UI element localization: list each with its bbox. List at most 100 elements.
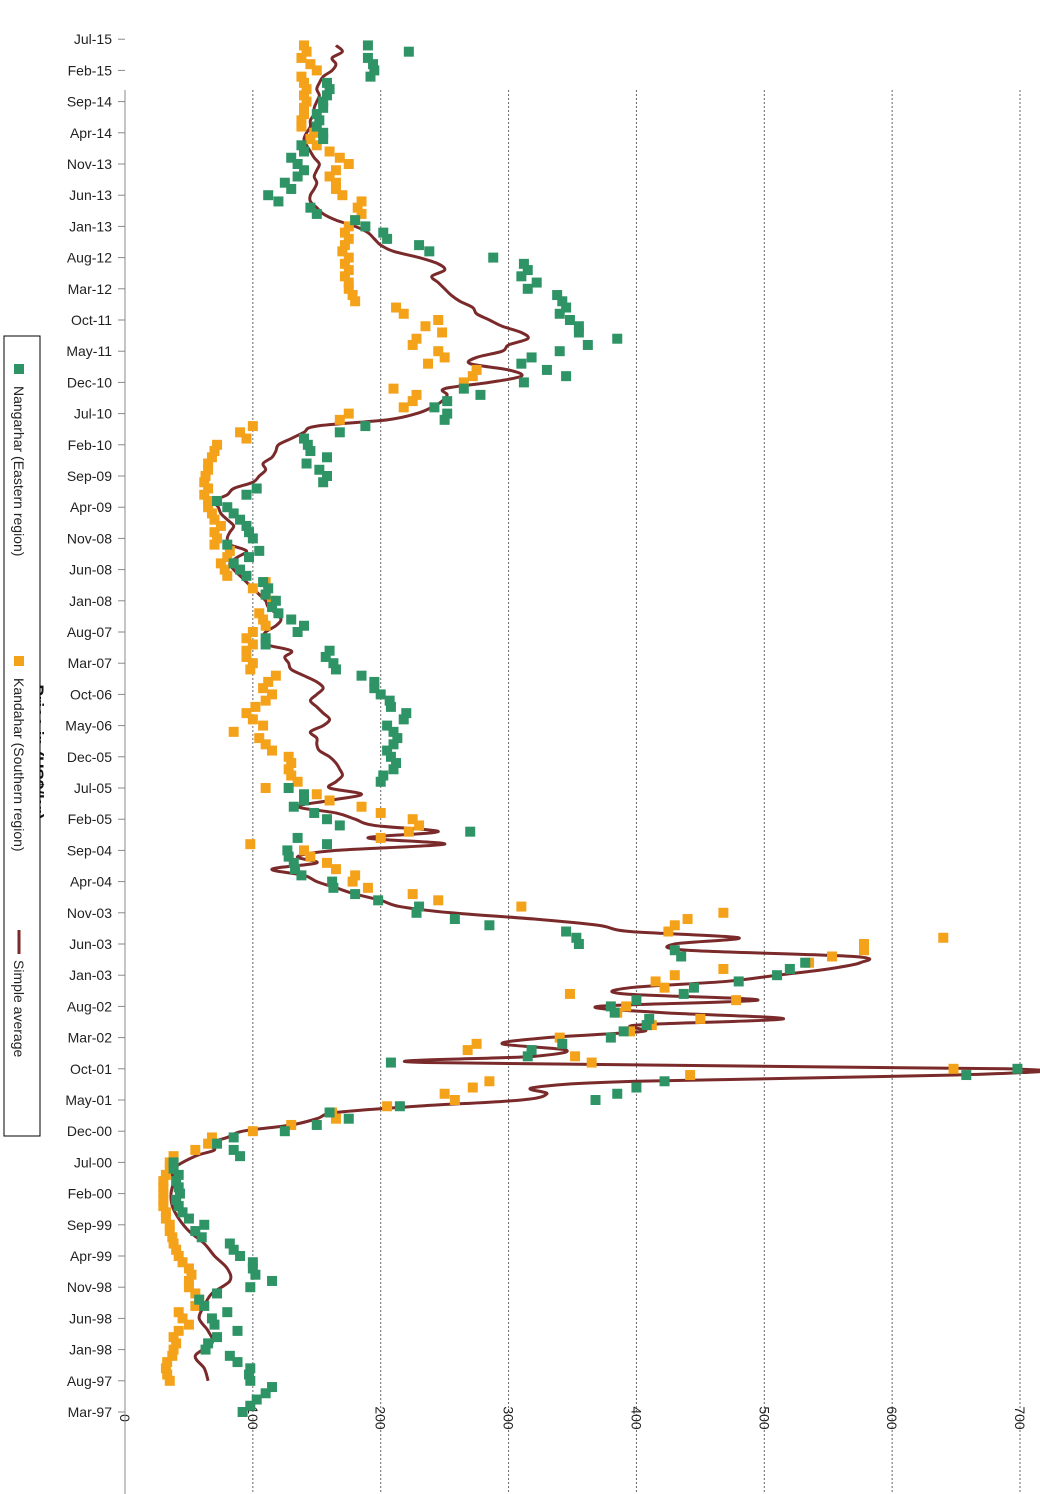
data-point <box>590 1095 601 1105</box>
data-point <box>283 783 294 793</box>
x-tick-label: Oct-01 <box>70 1061 112 1077</box>
data-point <box>394 1101 405 1112</box>
data-point <box>222 502 233 513</box>
data-point <box>733 976 744 987</box>
data-point <box>621 1001 632 1012</box>
x-tick-label: Aug-97 <box>67 1373 112 1389</box>
data-point <box>273 196 284 207</box>
x-tick-label: Nov-03 <box>67 905 112 921</box>
data-point <box>311 789 322 800</box>
data-point <box>475 389 486 400</box>
x-tick-label: Sep-99 <box>67 1217 112 1233</box>
data-point <box>299 40 309 51</box>
data-point <box>423 358 434 369</box>
x-tick-label: Mar-12 <box>68 281 113 297</box>
data-point <box>245 839 256 850</box>
data-point <box>279 177 290 188</box>
data-point <box>718 907 729 918</box>
data-point <box>373 895 384 906</box>
data-point <box>433 346 444 357</box>
x-tick-label: Mar-07 <box>68 655 113 671</box>
data-point <box>449 1095 460 1105</box>
x-tick-label: Jun-08 <box>69 562 112 578</box>
data-point <box>356 196 367 207</box>
data-point <box>718 963 729 974</box>
data-point <box>199 1219 210 1230</box>
data-point <box>322 857 333 868</box>
data-point <box>299 433 309 444</box>
data-point <box>488 252 499 263</box>
x-tick-label: Oct-06 <box>70 686 112 702</box>
data-point <box>382 1101 393 1112</box>
data-point <box>360 421 371 432</box>
data-point <box>350 215 361 226</box>
data-point <box>561 371 572 382</box>
data-point <box>442 408 453 419</box>
data-point <box>484 920 495 931</box>
x-tick-label: Jan-13 <box>69 218 112 234</box>
data-point <box>424 246 435 257</box>
data-point <box>206 1313 217 1324</box>
legend-swatch <box>14 656 24 666</box>
data-point <box>324 795 335 806</box>
data-point <box>296 140 307 151</box>
data-point <box>685 1070 696 1081</box>
data-point <box>212 439 223 450</box>
x-axis-ticks: Mar-97 Aug-97 Jan-98 Jun-98 Nov-98 Apr-99 Sep-… <box>65 31 125 1420</box>
data-point <box>465 826 476 837</box>
data-point <box>564 988 575 999</box>
x-tick-label: Dec-10 <box>67 374 112 390</box>
data-point <box>391 302 402 313</box>
data-point <box>564 315 575 325</box>
data-point <box>224 1350 235 1361</box>
data-point <box>356 670 367 681</box>
data-point <box>1012 1063 1023 1074</box>
x-tick-label: Apr-09 <box>70 499 112 515</box>
data-point <box>360 221 371 232</box>
data-point <box>938 932 949 943</box>
data-point <box>612 1088 623 1099</box>
data-point <box>237 1407 248 1417</box>
data-point <box>570 1051 581 1062</box>
data-point <box>299 845 309 856</box>
x-tick-label: Jul-15 <box>74 31 112 47</box>
data-point <box>439 1088 450 1099</box>
data-point <box>411 389 422 400</box>
data-point <box>232 1357 243 1368</box>
data-point <box>407 814 418 825</box>
data-point <box>605 1032 616 1043</box>
data-point <box>282 845 293 856</box>
data-point <box>241 708 252 719</box>
data-point <box>247 583 258 594</box>
data-point <box>385 1057 396 1068</box>
x-tick-label: Apr-14 <box>70 125 112 141</box>
x-tick-label: Feb-10 <box>68 437 113 453</box>
data-point <box>516 358 527 369</box>
data-point <box>411 333 422 344</box>
data-point <box>212 1138 223 1149</box>
data-point <box>228 726 239 737</box>
data-point <box>414 240 425 251</box>
y-tick-label: 500 <box>756 1406 772 1430</box>
data-point <box>286 152 297 163</box>
x-tick-label: Jul-10 <box>74 406 112 422</box>
data-point <box>350 870 361 881</box>
data-point <box>467 1082 478 1093</box>
data-point <box>283 751 294 762</box>
data-point <box>247 421 258 432</box>
data-point <box>403 46 414 57</box>
data-point <box>414 901 425 912</box>
x-tick-label: Aug-07 <box>67 624 112 640</box>
data-point <box>212 495 223 506</box>
data-point <box>173 1307 184 1318</box>
data-point <box>241 489 252 500</box>
data-point <box>350 889 361 900</box>
data-point <box>212 1332 223 1343</box>
x-tick-label: May-06 <box>65 718 112 734</box>
data-point <box>688 982 699 993</box>
x-tick-label: Mar-97 <box>68 1404 113 1420</box>
data-point <box>270 670 281 681</box>
data-point <box>442 396 453 407</box>
data-point <box>531 277 542 288</box>
